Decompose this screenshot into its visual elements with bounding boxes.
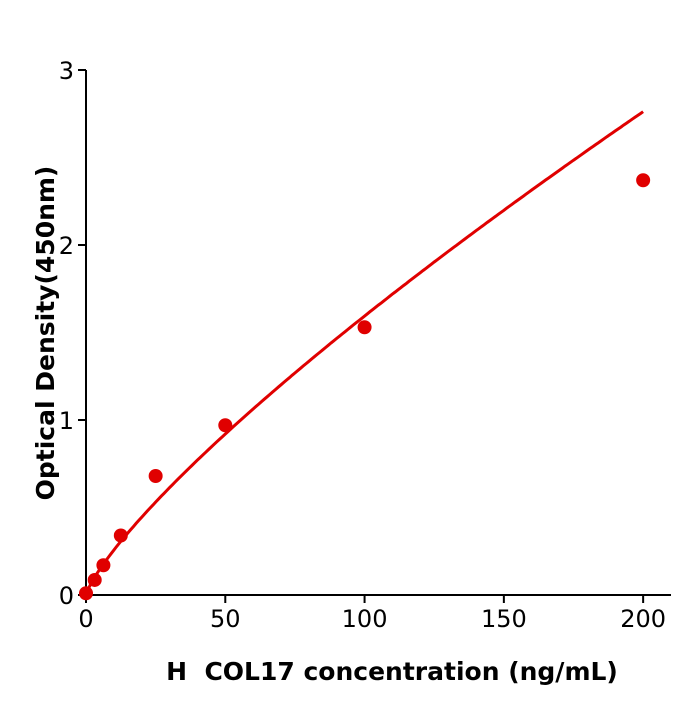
data-point [148,469,163,483]
y-tick-label: 2 [59,232,74,260]
y-axis-label: Optical Density(450nm) [31,166,60,501]
data-point [79,586,93,601]
x-tick-label: 200 [620,605,666,633]
x-tick-label: 50 [210,605,241,633]
x-tick-label: 150 [481,605,527,633]
data-point [96,558,111,573]
x-axis-label: H COL17 concentration (ng/mL) [166,657,618,686]
data-point [218,418,233,433]
y-tick-label: 1 [59,407,74,435]
fit-curve [84,110,644,596]
y-tick-label: 0 [59,582,74,610]
x-tick-label: 100 [342,605,388,633]
data-point [636,173,651,188]
data-point [113,528,128,543]
x-tick-label: 0 [78,605,93,633]
data-point [357,320,372,335]
data-point [87,572,102,587]
data-points [79,173,651,601]
axes: 0 50 100 150 200 0 1 2 3 [59,57,671,633]
y-tick-label: 3 [59,57,74,85]
